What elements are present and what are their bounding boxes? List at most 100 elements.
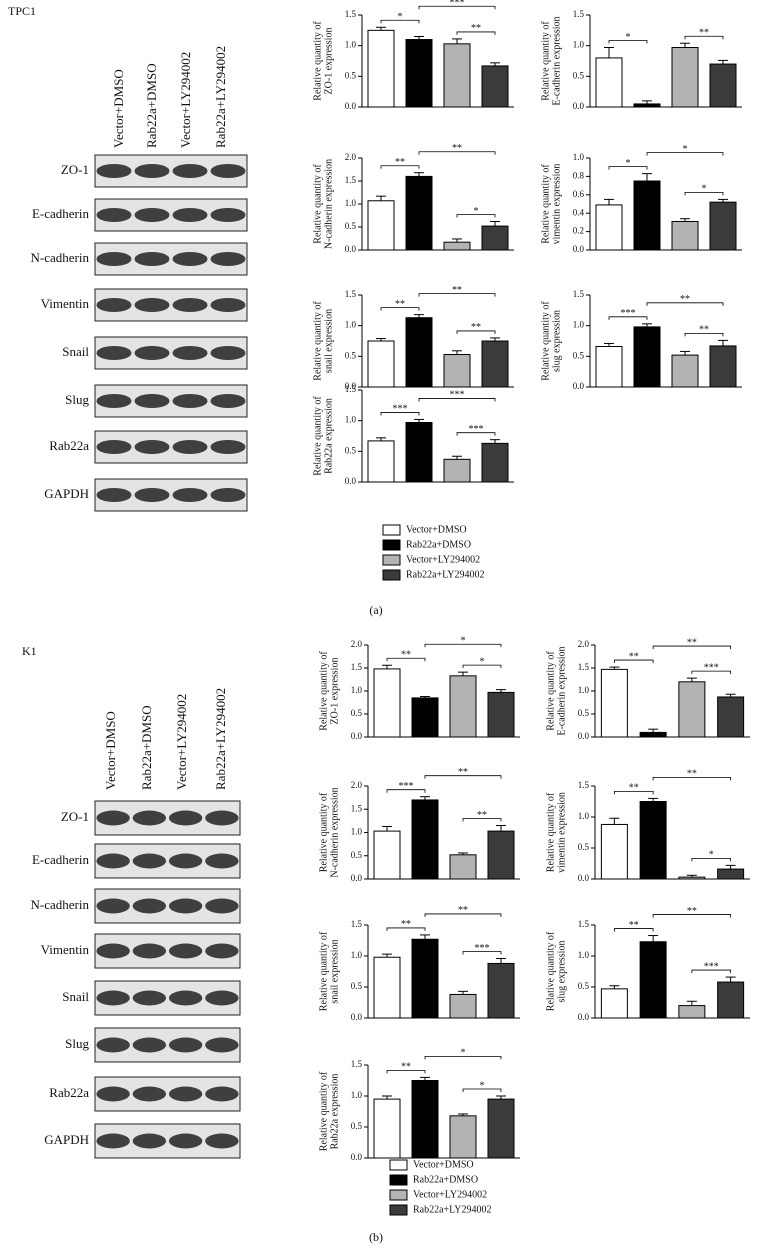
y-axis-label: Relative quantity of bbox=[312, 21, 323, 101]
significance-label: *** bbox=[393, 404, 408, 415]
significance-bracket bbox=[418, 151, 496, 155]
significance-label: ** bbox=[471, 322, 481, 333]
significance-label: * bbox=[480, 656, 485, 667]
blot-band bbox=[205, 990, 239, 1006]
y-tick-label: 0.0 bbox=[573, 101, 585, 111]
y-tick-label: 1.5 bbox=[351, 662, 363, 672]
blot-band bbox=[172, 345, 208, 361]
significance-label: * bbox=[474, 206, 479, 217]
blot-band bbox=[96, 393, 132, 409]
bar bbox=[411, 697, 439, 738]
significance-label: ** bbox=[401, 1062, 411, 1073]
bar bbox=[709, 63, 737, 108]
bar bbox=[487, 1098, 515, 1159]
blot-band bbox=[205, 853, 239, 869]
blot-band bbox=[205, 1133, 239, 1149]
blot-band bbox=[96, 943, 130, 959]
y-axis-label: Rab22a expression bbox=[329, 1074, 340, 1150]
y-tick-label: 0.6 bbox=[573, 189, 585, 199]
blot-band bbox=[96, 439, 132, 455]
y-axis-label: vimentin expression bbox=[551, 164, 562, 245]
significance-bracket bbox=[646, 302, 724, 306]
y-tick-label: 1.0 bbox=[351, 950, 363, 960]
blot-band bbox=[96, 1133, 130, 1149]
significance-label: ** bbox=[629, 920, 639, 931]
blot-band bbox=[132, 943, 167, 959]
blot-column-label: Rab22a+DMSO bbox=[144, 63, 159, 148]
bar bbox=[373, 668, 401, 738]
significance-bracket bbox=[424, 643, 502, 648]
significance-bracket bbox=[456, 432, 496, 436]
y-tick-label: 0.5 bbox=[578, 981, 590, 991]
y-tick-label: 0.0 bbox=[573, 244, 585, 254]
blot-band bbox=[205, 1086, 239, 1102]
y-tick-label: 0.0 bbox=[351, 1012, 363, 1022]
y-axis-label: Relative quantity of bbox=[545, 792, 556, 872]
significance-bracket bbox=[691, 670, 732, 675]
legend-label: Rab22a+DMSO bbox=[413, 1174, 478, 1185]
bar bbox=[481, 225, 509, 251]
y-axis-label: snail expression bbox=[329, 939, 340, 1003]
blot-row-label: Rab22a bbox=[49, 438, 89, 453]
y-tick-label: 0.0 bbox=[345, 381, 357, 391]
significance-bracket bbox=[684, 35, 724, 40]
bar bbox=[481, 340, 509, 388]
bar bbox=[717, 696, 745, 738]
significance-bracket bbox=[652, 645, 732, 650]
cell-line-label: TPC1 bbox=[8, 4, 36, 18]
significance-bracket bbox=[691, 969, 732, 974]
blot-band bbox=[134, 393, 170, 409]
y-tick-label: 0.5 bbox=[578, 708, 590, 718]
blot-band bbox=[132, 810, 167, 826]
y-tick-label: 1.0 bbox=[351, 827, 363, 837]
y-axis-label: Relative quantity of bbox=[312, 301, 323, 381]
y-tick-label: 1.0 bbox=[573, 320, 585, 330]
legend-label: Vector+DMSO bbox=[413, 1159, 474, 1170]
bar bbox=[367, 440, 395, 483]
significance-bracket bbox=[608, 166, 648, 170]
blot-band bbox=[134, 487, 170, 503]
y-tick-label: 0.8 bbox=[573, 170, 585, 180]
significance-label: * bbox=[709, 850, 714, 861]
significance-label: *** bbox=[450, 0, 465, 9]
y-tick-label: 1.5 bbox=[351, 1059, 363, 1069]
significance-label: ** bbox=[395, 299, 405, 310]
blot-row-label: Snail bbox=[62, 344, 89, 359]
y-tick-label: 1.5 bbox=[345, 9, 357, 19]
bar bbox=[639, 801, 667, 880]
bar bbox=[639, 731, 667, 738]
significance-label: *** bbox=[704, 662, 719, 673]
y-tick-label: 1.0 bbox=[345, 40, 357, 50]
y-tick-label: 2.0 bbox=[345, 152, 357, 162]
significance-bracket bbox=[380, 19, 420, 24]
significance-label: ** bbox=[629, 783, 639, 794]
blot-row-label: E-cadherin bbox=[32, 852, 90, 867]
bar bbox=[449, 854, 477, 880]
y-tick-label: 1.0 bbox=[351, 1090, 363, 1100]
y-tick-label: 1.5 bbox=[578, 780, 590, 790]
bar bbox=[633, 326, 661, 388]
y-tick-label: 0.0 bbox=[578, 731, 590, 741]
y-axis-label: Relative quantity of bbox=[318, 651, 329, 731]
bar bbox=[595, 57, 623, 108]
bar bbox=[717, 868, 745, 880]
significance-bracket bbox=[386, 789, 426, 793]
significance-bracket bbox=[418, 5, 496, 10]
blot-band bbox=[96, 898, 130, 914]
blot-band bbox=[168, 1133, 203, 1149]
y-tick-label: 0.0 bbox=[351, 873, 363, 883]
significance-bracket bbox=[684, 192, 724, 196]
blot-column-label: Vector+DMSO bbox=[111, 69, 126, 148]
y-tick-label: 0.0 bbox=[351, 1152, 363, 1162]
y-tick-label: 1.5 bbox=[351, 919, 363, 929]
bar bbox=[443, 458, 471, 483]
significance-label: * bbox=[461, 1048, 466, 1059]
y-axis-label: Relative quantity of bbox=[540, 21, 551, 101]
significance-label: ** bbox=[452, 285, 462, 296]
blot-row-label: GAPDH bbox=[44, 1132, 89, 1147]
significance-bracket bbox=[646, 152, 724, 156]
y-tick-label: 0.5 bbox=[351, 981, 363, 991]
blot-row-label: ZO-1 bbox=[61, 809, 89, 824]
significance-bracket bbox=[456, 214, 496, 218]
blot-band bbox=[172, 207, 208, 223]
